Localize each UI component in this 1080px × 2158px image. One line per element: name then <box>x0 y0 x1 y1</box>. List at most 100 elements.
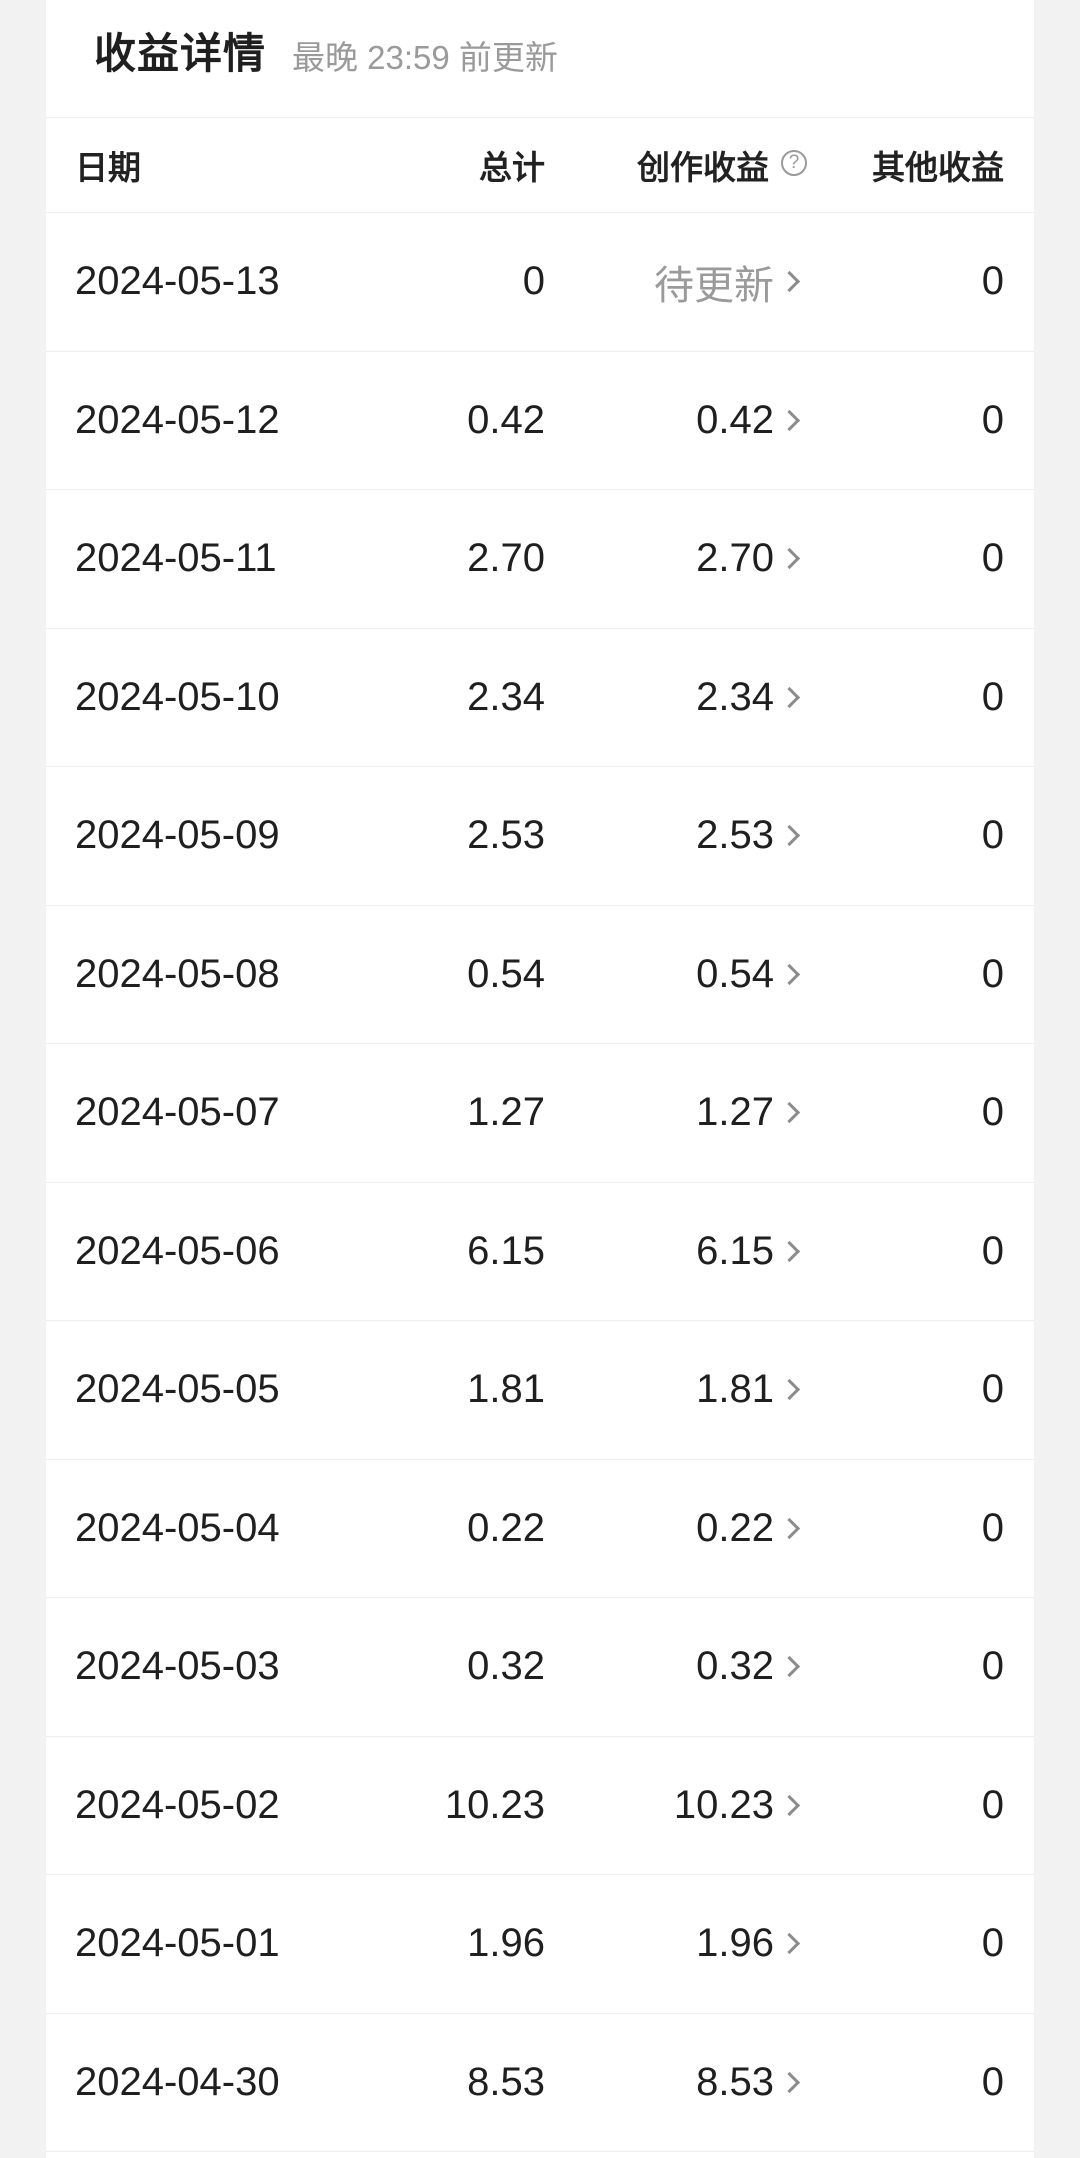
row-total: 2.34 <box>467 674 545 719</box>
row-date: 2024-05-13 <box>75 259 280 304</box>
table-row: 2024-05-01 1.96 1.96 0 <box>46 1875 1034 2014</box>
row-creation-link[interactable]: 2.70 <box>696 490 801 628</box>
row-other: 0 <box>981 1228 1004 1273</box>
row-other: 0 <box>981 397 1004 442</box>
row-date: 2024-05-05 <box>75 1367 280 1412</box>
row-date: 2024-05-02 <box>75 1782 280 1827</box>
row-total: 0.22 <box>467 1505 545 1550</box>
row-creation-value: 2.53 <box>696 813 774 858</box>
row-total: 0.42 <box>467 397 545 442</box>
table-body: 2024-05-13 0 待更新 0 2024-05-12 0.42 0.42 0 2024-0… <box>46 213 1034 2152</box>
row-other: 0 <box>981 1090 1004 1135</box>
row-creation-value: 2.34 <box>696 674 774 719</box>
row-date: 2024-05-06 <box>75 1228 280 1273</box>
table-row: 2024-05-03 0.32 0.32 0 <box>46 1598 1034 1737</box>
chevron-right-icon <box>778 686 801 708</box>
row-total: 0 <box>522 259 545 304</box>
row-total: 0.54 <box>467 951 545 996</box>
chevron-right-icon <box>778 1240 801 1262</box>
row-creation-value: 10.23 <box>673 1782 774 1827</box>
row-date: 2024-05-09 <box>75 813 280 858</box>
row-date: 2024-04-30 <box>75 2059 280 2104</box>
chevron-right-icon <box>778 548 801 570</box>
row-date: 2024-05-03 <box>75 1644 280 1689</box>
row-other: 0 <box>981 259 1004 304</box>
row-creation-link[interactable]: 0.32 <box>696 1598 801 1736</box>
earnings-detail-card: 收益详情 最晚 23:59 前更新 日期 总计 创作收益 ? 其他收益 2024… <box>46 0 1034 2158</box>
row-date: 2024-05-04 <box>75 1505 280 1550</box>
row-date: 2024-05-07 <box>75 1090 280 1135</box>
row-other: 0 <box>981 1644 1004 1689</box>
row-other: 0 <box>981 1505 1004 1550</box>
table-row: 2024-05-12 0.42 0.42 0 <box>46 352 1034 490</box>
row-creation-link[interactable]: 1.27 <box>696 1044 801 1182</box>
table-row: 2024-05-09 2.53 2.53 0 <box>46 767 1034 906</box>
row-other: 0 <box>981 1782 1004 1827</box>
table-row: 2024-05-08 0.54 0.54 0 <box>46 906 1034 1044</box>
row-total: 8.53 <box>467 2059 545 2104</box>
row-date: 2024-05-11 <box>75 536 277 581</box>
row-total: 2.53 <box>467 813 545 858</box>
row-other: 0 <box>981 813 1004 858</box>
row-date: 2024-05-12 <box>75 397 280 442</box>
row-total: 10.23 <box>444 1782 545 1827</box>
table-row: 2024-04-30 8.53 8.53 0 <box>46 2014 1034 2152</box>
help-icon[interactable]: ? <box>781 150 807 176</box>
table-row: 2024-05-10 2.34 2.34 0 <box>46 629 1034 767</box>
row-total: 6.15 <box>467 1228 545 1273</box>
column-header-date: 日期 <box>75 149 141 186</box>
row-other: 0 <box>981 674 1004 719</box>
table-row: 2024-05-02 10.23 10.23 0 <box>46 1737 1034 1875</box>
row-creation-link[interactable]: 8.53 <box>696 2014 801 2152</box>
row-other: 0 <box>981 1921 1004 1966</box>
table-row: 2024-05-07 1.27 1.27 0 <box>46 1044 1034 1183</box>
row-total: 1.27 <box>467 1090 545 1135</box>
table-row: 2024-05-05 1.81 1.81 0 <box>46 1321 1034 1460</box>
chevron-right-icon <box>778 1656 801 1678</box>
row-creation-link[interactable]: 0.54 <box>696 906 801 1044</box>
row-creation-link[interactable]: 2.34 <box>696 629 801 767</box>
row-creation-value: 1.81 <box>696 1367 774 1412</box>
row-creation-value: 6.15 <box>696 1228 774 1273</box>
row-date: 2024-05-10 <box>75 674 280 719</box>
chevron-right-icon <box>778 1517 801 1539</box>
row-creation-value: 2.70 <box>696 536 774 581</box>
row-creation-value: 8.53 <box>696 2059 774 2104</box>
chevron-right-icon <box>778 963 801 985</box>
row-other: 0 <box>981 1367 1004 1412</box>
column-header-creation: 创作收益 ? <box>637 118 807 212</box>
table-row: 2024-05-11 2.70 2.70 0 <box>46 490 1034 629</box>
row-date: 2024-05-01 <box>75 1921 280 1966</box>
chevron-right-icon <box>778 2071 801 2093</box>
page-title: 收益详情 <box>94 30 267 77</box>
row-other: 0 <box>981 951 1004 996</box>
update-note: 最晚 23:59 前更新 <box>292 39 558 76</box>
title-bar: 收益详情 最晚 23:59 前更新 <box>46 0 1034 118</box>
row-creation-value: 0.54 <box>696 951 774 996</box>
row-creation-link[interactable]: 1.96 <box>696 1875 801 2013</box>
row-total: 1.96 <box>467 1921 545 1966</box>
chevron-right-icon <box>778 825 801 847</box>
table-row: 2024-05-04 0.22 0.22 0 <box>46 1460 1034 1598</box>
table-row: 2024-05-13 0 待更新 0 <box>46 213 1034 352</box>
column-header-creation-label: 创作收益 <box>637 149 769 186</box>
row-total: 0.32 <box>467 1644 545 1689</box>
column-header-other: 其他收益 <box>872 149 1004 186</box>
chevron-right-icon <box>778 1933 801 1955</box>
row-creation-link[interactable]: 2.53 <box>696 767 801 905</box>
column-header-total: 总计 <box>479 149 545 186</box>
row-other: 0 <box>981 2059 1004 2104</box>
row-creation-value: 0.32 <box>696 1644 774 1689</box>
row-creation-link[interactable]: 0.42 <box>696 352 801 490</box>
table-row: 2024-05-06 6.15 6.15 0 <box>46 1183 1034 1321</box>
row-creation-value: 0.42 <box>696 397 774 442</box>
chevron-right-icon <box>778 409 801 431</box>
chevron-right-icon <box>778 1102 801 1124</box>
row-creation-link[interactable]: 10.23 <box>673 1737 801 1875</box>
row-creation-link[interactable]: 0.22 <box>696 1460 801 1598</box>
chevron-right-icon <box>778 1379 801 1401</box>
row-creation-link[interactable]: 1.81 <box>696 1321 801 1459</box>
row-date: 2024-05-08 <box>75 951 280 996</box>
row-creation-link[interactable]: 待更新 <box>654 213 801 351</box>
row-creation-link[interactable]: 6.15 <box>696 1183 801 1321</box>
